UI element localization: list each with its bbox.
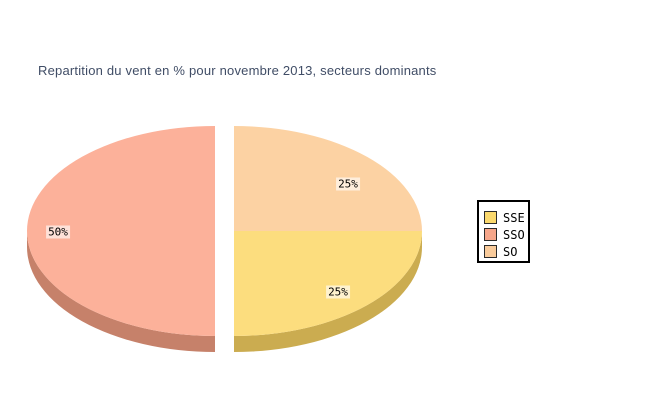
legend-swatch-icon-SSE	[484, 211, 497, 224]
legend-item-SO: SO	[484, 243, 528, 260]
legend-label-SSO: SSO	[503, 227, 525, 242]
legend-label-SO: SO	[503, 244, 518, 259]
legend-swatch-icon-SO	[484, 245, 497, 258]
legend-swatch-icon-SSO	[484, 228, 497, 241]
pie-slice-SSE-side	[234, 231, 422, 352]
legend-label-SSE: SSE	[503, 210, 525, 225]
chart-title: Repartition du vent en % pour novembre 2…	[38, 63, 437, 78]
legend-item-SSE: SSE	[484, 209, 528, 226]
pie-slice-SSO-side	[27, 231, 215, 352]
pie-slice-label-SSE: 25%	[326, 285, 350, 299]
pie-slice-SSE	[234, 231, 422, 336]
legend: SSE SSO SO	[477, 200, 530, 263]
pie-slice-SO	[234, 126, 422, 231]
pie-slice-label-SO: 25%	[336, 177, 360, 191]
pie-slice-SSO	[27, 126, 215, 336]
pie-slice-label-SSO: 50%	[46, 225, 70, 239]
legend-rows: SSE SSO SO	[484, 209, 528, 260]
legend-item-SSO: SSO	[484, 226, 528, 243]
